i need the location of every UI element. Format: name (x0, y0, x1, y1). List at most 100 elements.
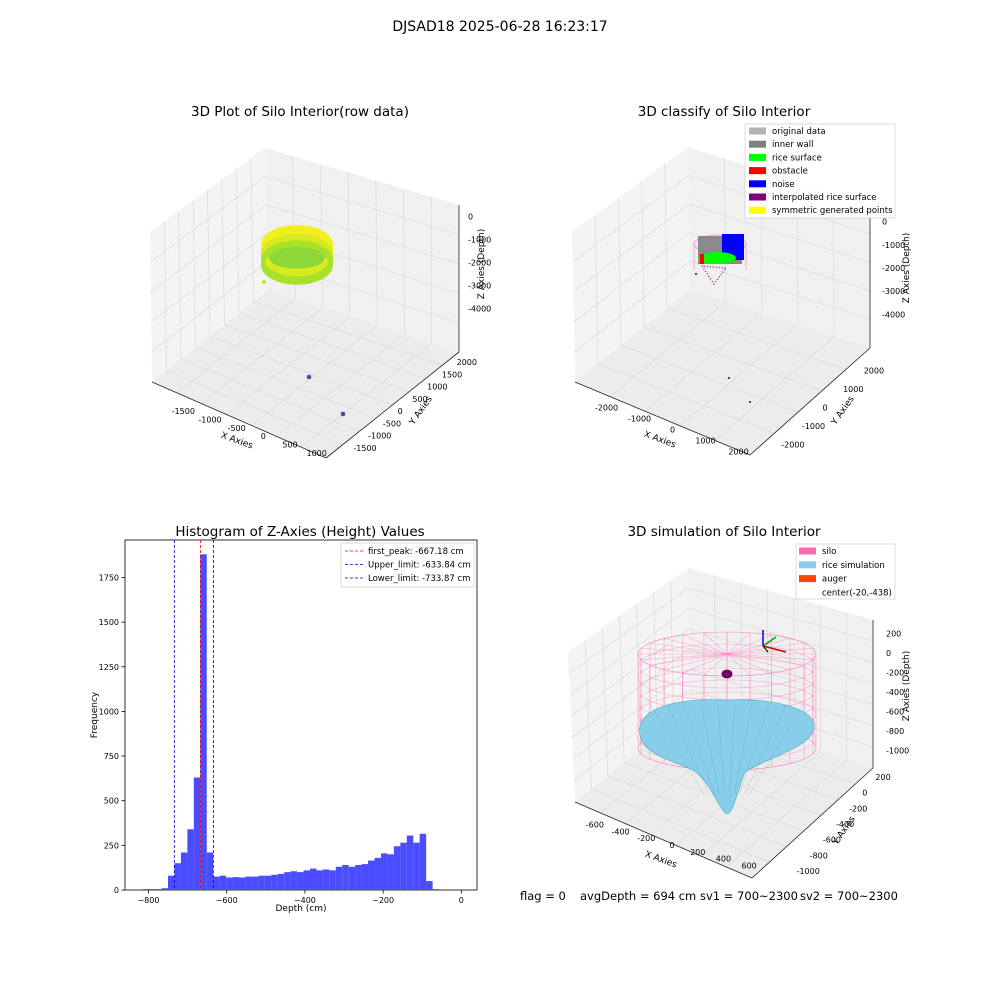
simulation-plot-x-tick-label: 400 (716, 855, 731, 864)
obstacle-points (700, 254, 704, 264)
legend-label: rice simulation (822, 561, 885, 571)
simulation-plot-z-tick-label: -200 (886, 669, 904, 678)
classify-plot-zlabel: Z Axies (Depth) (902, 233, 912, 304)
histogram-bar (187, 829, 194, 890)
legend-label: rice surface (772, 153, 822, 163)
classify-plot-x-ticks: -2000 -1000 0 1000 2000 (595, 404, 749, 457)
legend-label: auger (822, 575, 847, 585)
rice-mesh-line (744, 703, 787, 795)
histogram-bar (142, 889, 149, 890)
histogram-bar (432, 889, 440, 890)
noise-point (749, 401, 751, 403)
silo-roof-wire (726, 653, 772, 674)
auger-axis (762, 645, 769, 653)
silo-roof-wire (726, 653, 751, 676)
histogram-title: Histogram of Z-Axies (Height) Values (175, 524, 424, 540)
simulation-plot-x-tick-label: 200 (690, 848, 705, 857)
silo-roof-wire (649, 653, 728, 666)
legend-swatch (749, 153, 766, 161)
legend-swatch (749, 180, 766, 188)
grid-line (618, 197, 622, 346)
rice-surface-points (698, 252, 736, 264)
grid-line (375, 180, 378, 326)
simulation-plot-y-ticks: -1000 -800 -600 -400 -200 0 200 (797, 773, 891, 876)
histogram-bar (316, 870, 323, 890)
raw-plot-x-tick-label: 1000 (306, 449, 326, 458)
histogram-bar (193, 777, 201, 890)
classify-plot-y-tick-label: 2000 (864, 366, 884, 375)
histogram-bar (239, 877, 246, 890)
legend-swatch (799, 547, 816, 555)
histogram-bar (329, 870, 336, 890)
grid-line (164, 221, 167, 371)
grid-line (689, 261, 871, 320)
silo-roof-wire (726, 632, 751, 655)
histogram-bar (335, 866, 343, 890)
simulation-plot-x-tick-label: -200 (637, 834, 655, 843)
grid-line (224, 324, 410, 393)
histogram-bar (290, 871, 298, 890)
histogram-bar (219, 875, 227, 890)
rice-mesh-line (700, 703, 720, 795)
classify-plot-x-tick-label: -2000 (595, 404, 618, 413)
grid-line (253, 301, 443, 366)
histogram-bar (271, 874, 278, 890)
silo-roof-wire (663, 638, 728, 655)
histogram-bar (226, 877, 233, 890)
histogram-bar (355, 865, 362, 890)
legend-label: inner wall (772, 140, 813, 150)
grid-line (670, 579, 674, 724)
classify-plot-z-tick-label: -3000 (882, 287, 905, 296)
histogram-bar (213, 876, 220, 890)
silo-roof-wire (682, 634, 728, 655)
silo-roof-wire (682, 653, 728, 674)
histogram-bar (284, 872, 291, 890)
simulation-plot-x-ticks: -600 -400 -200 0 200 400 600 (586, 820, 757, 870)
histogram-bar (277, 873, 285, 890)
simulation-plot-x-tick-label: -400 (611, 827, 629, 836)
histogram-bar (419, 833, 427, 890)
left-pane (568, 568, 690, 802)
y-tick-label: 250 (104, 841, 119, 850)
simulation-plot-z-tick-label: 0 (886, 649, 891, 658)
grid-line (574, 261, 690, 353)
raw-plot-y-tick-label: 2000 (457, 358, 477, 367)
grid-line (591, 788, 770, 863)
raw-plot-x-tick-label: -500 (228, 424, 246, 433)
legend-label: Upper_limit: -633.84 cm (368, 561, 471, 571)
grid-line (151, 232, 267, 323)
silo-roof-wire (649, 642, 728, 655)
x-axis-line (574, 381, 751, 456)
grid-line (664, 163, 668, 309)
x-tick-label: −600 (216, 896, 238, 905)
histogram-bar (180, 852, 188, 890)
raw-plot-x-tick-label: -1000 (198, 416, 221, 425)
simulation-plot-y-tick-label: -800 (810, 851, 828, 860)
silo-roof-wire (726, 638, 791, 655)
histogram-bar (174, 863, 181, 890)
grid-line (609, 301, 727, 397)
raw-plot-z-ticks: 0 -1000 -2000 -3000 -4000 (468, 213, 491, 314)
classify-plot-x-tick-label: 1000 (695, 437, 715, 446)
silo-roof-wire (703, 653, 728, 676)
classify-plot-title: 3D classify of Silo Interior (638, 104, 811, 120)
legend-swatch (749, 193, 766, 201)
silo-roof-wire (641, 648, 728, 655)
histogram-bar (348, 866, 356, 890)
grid-line (207, 189, 211, 337)
grid-line (151, 261, 268, 353)
y-tick-label: 1500 (99, 618, 119, 627)
histogram-bar (322, 869, 330, 890)
simulation-plot-z-ticks: 200 0 -200 -400 -600 -800 -1000 (886, 630, 909, 756)
simulation-plot-z-tick-label: -800 (886, 727, 904, 736)
simulation-plot-y-tick-label: -600 (823, 836, 841, 845)
histogram-bar (264, 875, 272, 890)
classify-plot-x-tick-label: 2000 (728, 448, 748, 457)
legend-label: center(-20,-438) (822, 588, 892, 598)
raw-plot-y-tick-label: 1500 (442, 370, 462, 379)
classify-3d-plot: 3D classify of Silo Interior -2000-10000… (572, 104, 912, 457)
raw-plot-z-tick-label: -2000 (468, 259, 491, 268)
grid-line (584, 639, 592, 789)
noise-point (728, 377, 730, 379)
left-pane (572, 147, 690, 382)
